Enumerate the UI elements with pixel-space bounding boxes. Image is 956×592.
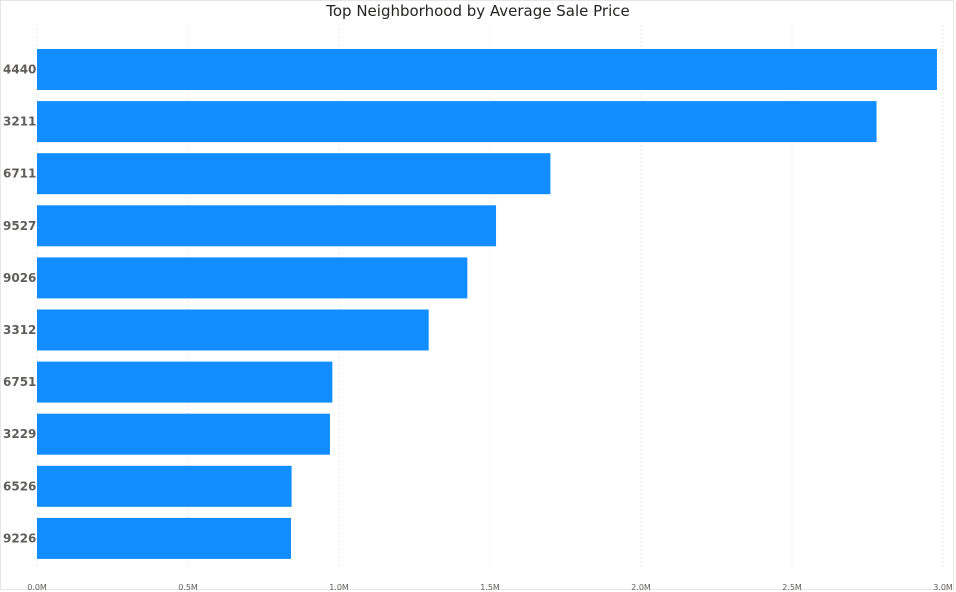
x-tick-label: 1.0M bbox=[329, 583, 349, 592]
y-category-label: 3229 bbox=[3, 427, 36, 441]
y-category-label: 6711 bbox=[3, 167, 36, 181]
x-tick-label: 0.0M bbox=[27, 583, 47, 592]
bars bbox=[37, 49, 937, 559]
x-tick-label: 2.0M bbox=[631, 583, 651, 592]
bar[interactable] bbox=[37, 413, 330, 455]
x-axis-labels: 0.0M 0.5M 1.0M 1.5M 2.0M 2.5M 3.0M bbox=[27, 583, 953, 592]
x-tick-label: 3.0M bbox=[933, 583, 953, 592]
bar[interactable] bbox=[37, 309, 429, 351]
bar[interactable] bbox=[37, 361, 333, 403]
y-category-label: 3211 bbox=[3, 115, 36, 129]
bar[interactable] bbox=[37, 517, 291, 559]
bar[interactable] bbox=[37, 257, 468, 299]
y-category-label: 4440 bbox=[3, 63, 36, 77]
y-category-label: 6526 bbox=[3, 479, 36, 493]
y-category-label: 6751 bbox=[3, 375, 36, 389]
bar[interactable] bbox=[37, 205, 497, 247]
x-tick-label: 1.5M bbox=[480, 583, 500, 592]
y-category-label: 9527 bbox=[3, 219, 36, 233]
bar[interactable] bbox=[37, 101, 877, 143]
y-category-label: 9226 bbox=[3, 531, 36, 545]
bar[interactable] bbox=[37, 465, 292, 507]
y-category-label: 3312 bbox=[3, 323, 36, 337]
y-category-label: 9026 bbox=[3, 271, 36, 285]
bar[interactable] bbox=[37, 153, 551, 195]
x-tick-label: 0.5M bbox=[178, 583, 198, 592]
y-axis-labels: 4440 3211 6711 9527 9026 3312 6751 3229 6526 9226 bbox=[3, 63, 36, 546]
bar[interactable] bbox=[37, 49, 937, 90]
chart-title: Top Neighborhood by Average Sale Price bbox=[326, 2, 630, 20]
x-tick-label: 2.5M bbox=[782, 583, 802, 592]
